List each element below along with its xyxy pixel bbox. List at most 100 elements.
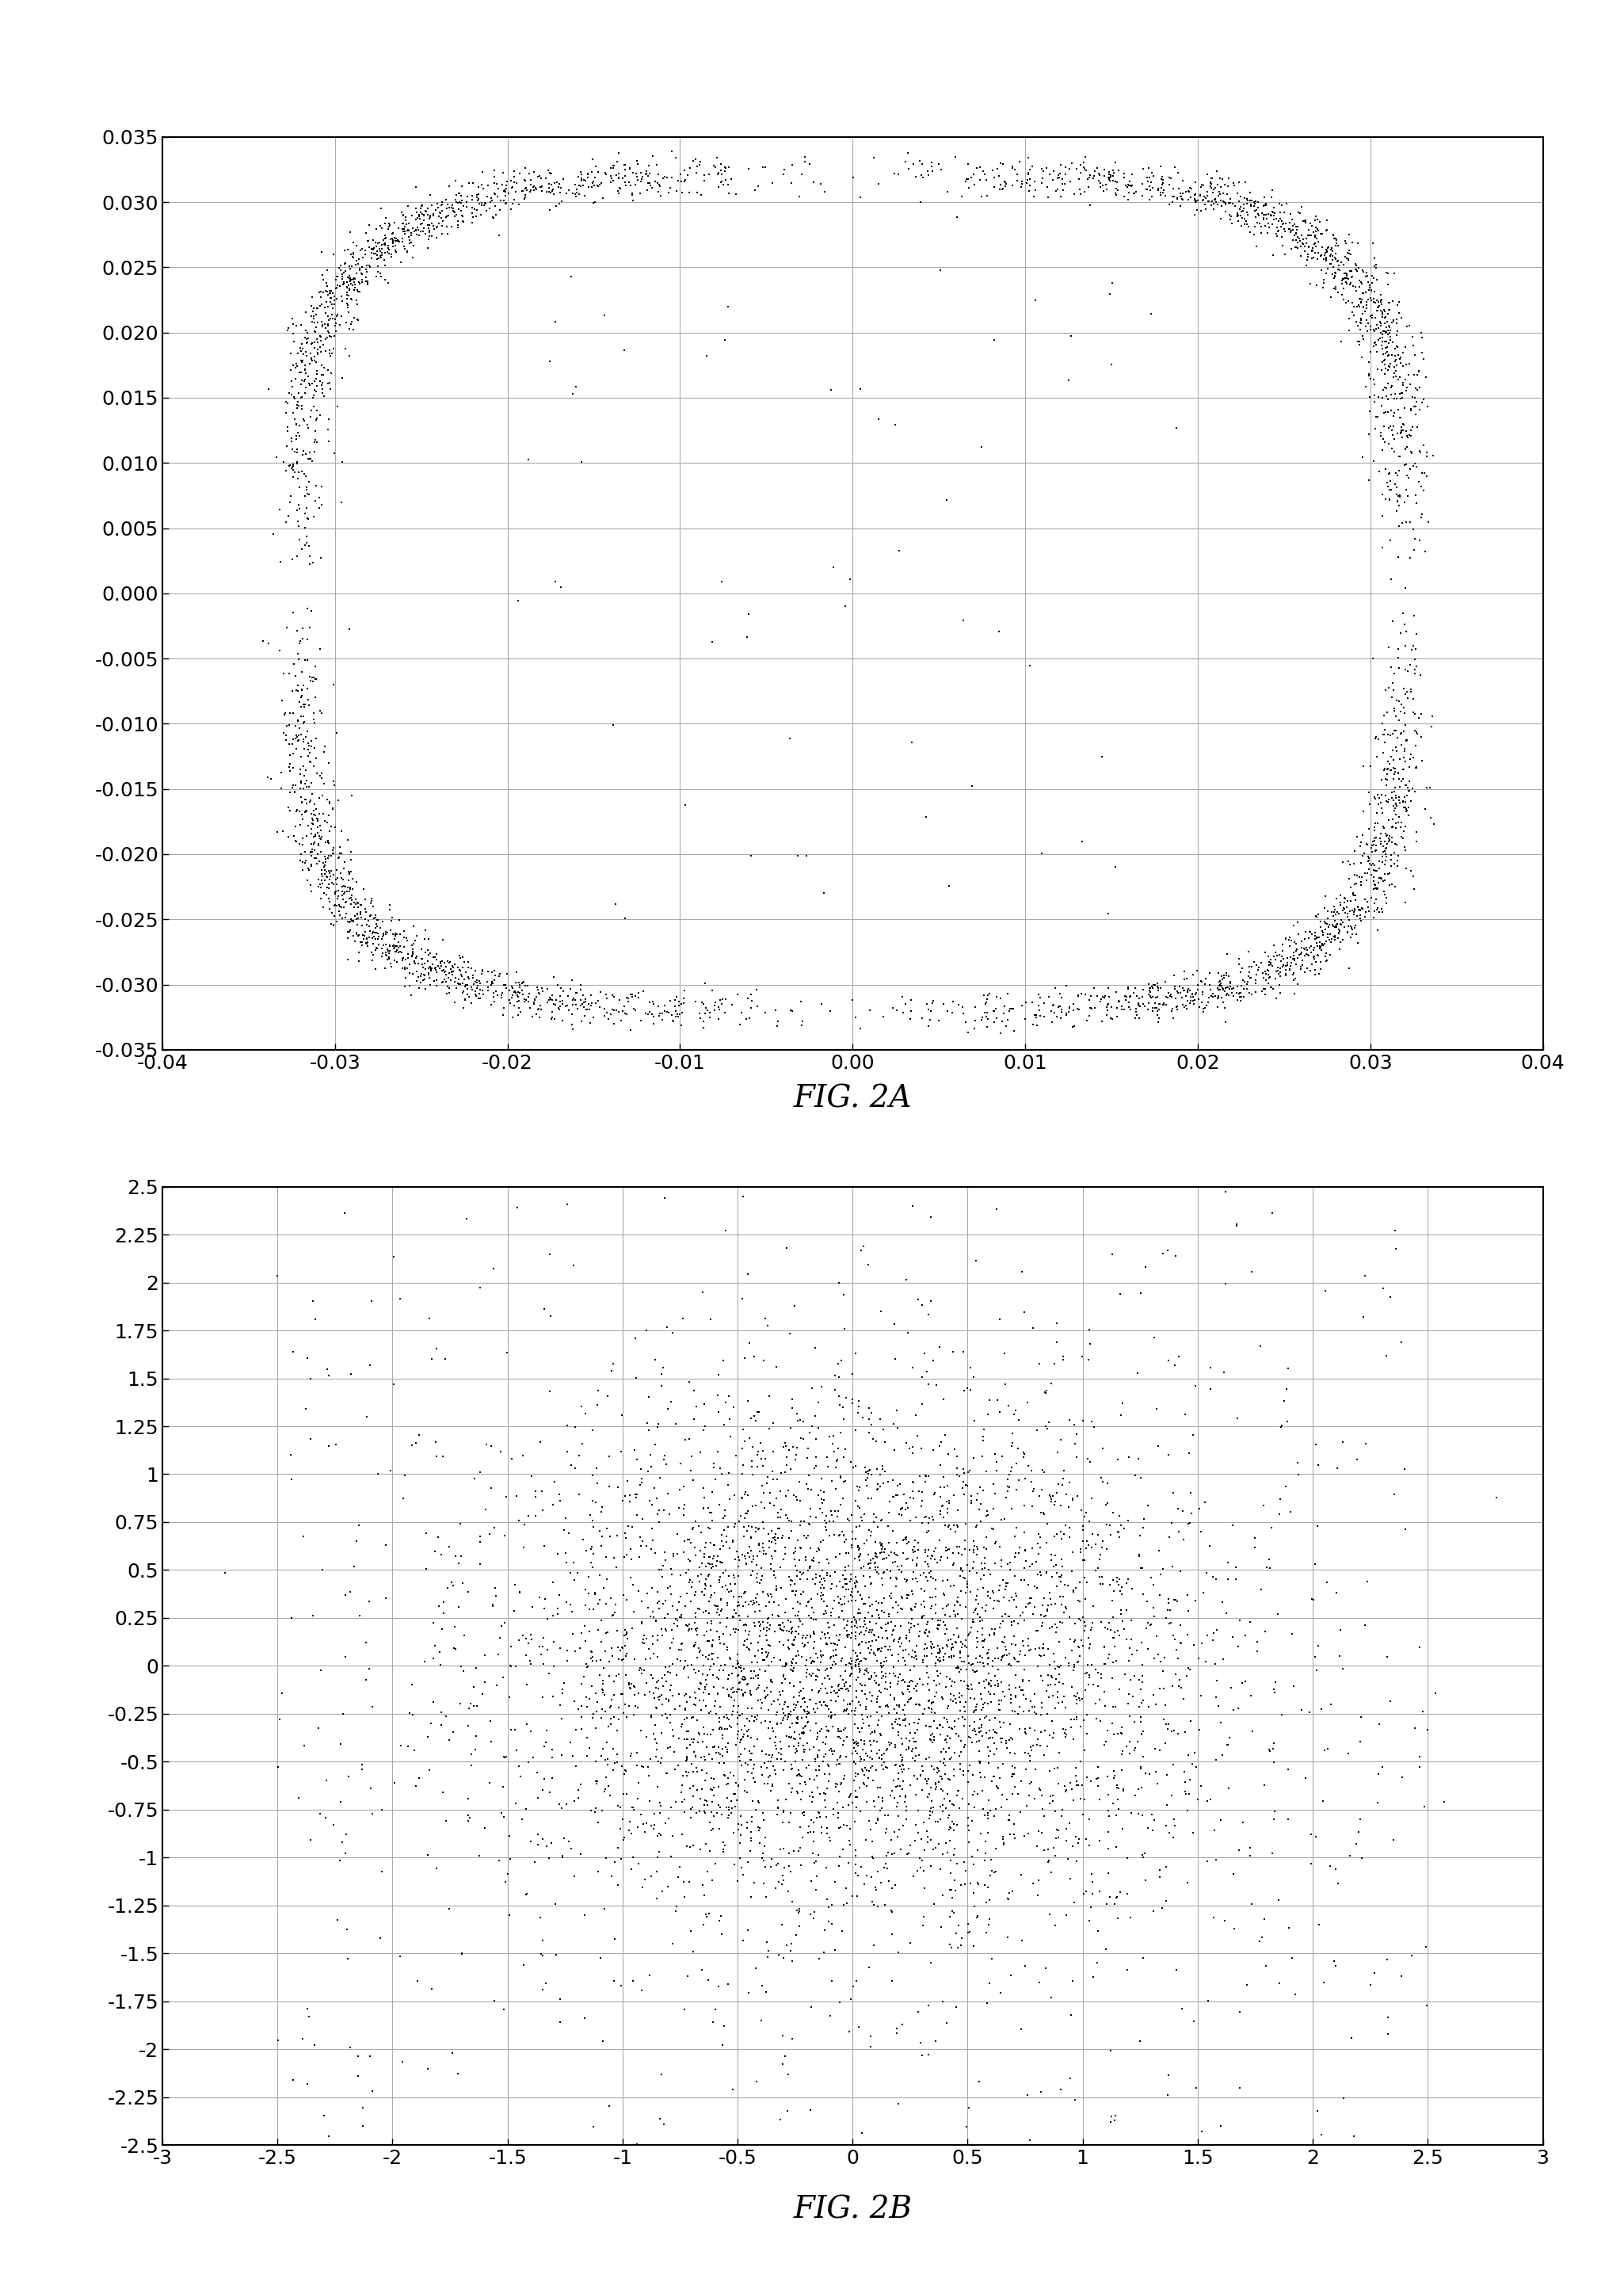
Point [1041,1714,1067,1750]
Point [1173,977,1199,1013]
Point [692,1668,718,1705]
Point [377,888,403,924]
Point [596,1766,622,1803]
Point [1060,993,1086,1029]
Point [898,1664,924,1700]
Point [1363,812,1389,849]
Point [806,1940,831,1976]
Point [830,1556,856,1593]
Point [497,1842,523,1878]
Point [882,1433,908,1470]
Point [1293,219,1319,256]
Point [643,1670,669,1707]
Point [857,1549,883,1586]
Point [932,1616,958,1652]
Point [903,1545,929,1581]
Point [732,1495,758,1531]
Point [1348,265,1374,301]
Point [1090,979,1116,1015]
Point [1150,157,1176,194]
Point [1363,869,1389,906]
Point [1392,570,1418,607]
Point [801,1730,827,1766]
Point [874,1748,900,1785]
Point [867,1716,893,1753]
Point [583,1789,609,1826]
Point [1298,952,1324,988]
Point [1025,1812,1051,1848]
Point [1069,1602,1095,1638]
Point [624,157,650,194]
Point [754,1618,780,1654]
Point [497,986,523,1022]
Point [706,1531,732,1568]
Point [1101,155,1127,192]
Point [390,942,416,979]
Point [377,205,403,242]
Point [771,2038,797,2074]
Point [287,623,313,659]
Point [817,1620,843,1657]
Point [719,1600,745,1636]
Point [1202,183,1228,219]
Point [1392,650,1418,687]
Point [1346,262,1372,299]
Point [409,205,435,242]
Point [375,936,401,972]
Point [388,1727,414,1764]
Point [1309,1691,1335,1727]
Point [646,1816,672,1853]
Point [885,1935,911,1972]
Point [617,1559,643,1595]
Point [966,1714,992,1750]
Point [854,1454,880,1490]
Point [794,1618,820,1654]
Point [804,1737,830,1773]
Point [932,1748,958,1785]
Point [1278,212,1304,249]
Point [1372,335,1398,372]
Point [1364,794,1390,831]
Point [911,1632,937,1668]
Point [879,1963,905,1999]
Point [866,1702,892,1739]
Point [968,1504,994,1540]
Point [958,1864,984,1901]
Point [1028,1597,1054,1634]
Point [1389,299,1415,335]
Point [539,1732,565,1769]
Point [590,1518,615,1554]
Point [554,1787,580,1823]
Point [377,1451,403,1488]
Point [562,981,588,1018]
Point [895,1524,921,1561]
Point [914,1563,940,1600]
Point [650,1686,676,1723]
Point [916,1547,942,1584]
Point [781,1668,807,1705]
Point [538,1826,564,1862]
Point [963,1716,989,1753]
Point [857,1588,883,1625]
Point [1252,933,1278,970]
Point [1104,990,1130,1027]
Point [619,176,645,212]
Point [997,1636,1023,1673]
Point [880,1588,906,1625]
Point [1119,1602,1145,1638]
Point [612,164,638,201]
Point [973,1823,999,1860]
Point [706,1002,732,1038]
Point [781,1721,807,1757]
Point [1270,949,1296,986]
Point [1012,1714,1038,1750]
Point [831,1524,857,1561]
Point [885,1547,911,1584]
Point [958,1371,984,1408]
Point [590,1673,615,1709]
Point [486,1636,512,1673]
Point [763,1730,789,1766]
Point [706,1712,732,1748]
Point [776,1623,802,1659]
Point [287,680,313,717]
